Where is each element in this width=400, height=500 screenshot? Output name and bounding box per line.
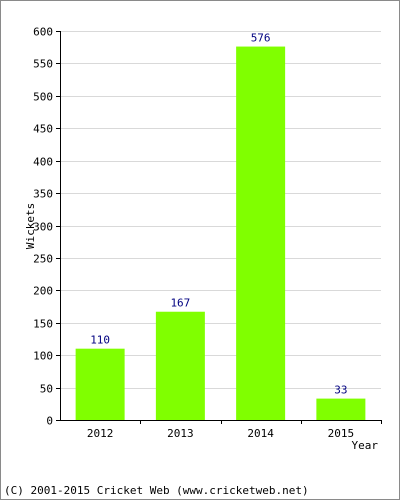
data-labels: 110 167 576 33: [90, 32, 347, 397]
y-tick-label: 250: [33, 253, 53, 266]
bar: [316, 398, 366, 420]
x-tick-label: 2014: [247, 427, 274, 440]
bar: [236, 46, 286, 421]
y-tick-label: 350: [33, 188, 53, 201]
y-axis-title: Wickets: [24, 203, 37, 249]
y-tick-label: 150: [33, 318, 53, 331]
data-label: 167: [170, 297, 190, 310]
data-label: 33: [334, 384, 347, 397]
y-tick-label: 200: [33, 285, 53, 298]
y-tick-label: 600: [33, 26, 53, 39]
bar: [155, 311, 205, 420]
y-tick-label: 50: [40, 383, 53, 396]
y-tick-label: 450: [33, 123, 53, 136]
bar: [75, 348, 125, 420]
data-label: 576: [251, 32, 271, 45]
y-tick-label: 400: [33, 156, 53, 169]
x-axis-ticks: 2012 2013 2014 2015: [87, 420, 382, 440]
x-axis-title: Year: [352, 439, 379, 452]
y-axis-ticks: 0 50 100 150 200 250 300 350 400 450 500 550 600: [33, 26, 60, 428]
data-label: 110: [90, 334, 110, 347]
x-tick-label: 2015: [328, 427, 355, 440]
y-tick-label: 550: [33, 58, 53, 71]
copyright-footer: (C) 2001-2015 Cricket Web (www.cricketwe…: [4, 484, 309, 497]
y-tick-label: 500: [33, 91, 53, 104]
x-tick-label: 2012: [87, 427, 114, 440]
x-tick-label: 2013: [167, 427, 194, 440]
bars: [75, 46, 366, 421]
y-tick-label: 300: [33, 221, 53, 234]
y-tick-label: 100: [33, 350, 53, 363]
y-tick-label: 0: [46, 415, 53, 428]
